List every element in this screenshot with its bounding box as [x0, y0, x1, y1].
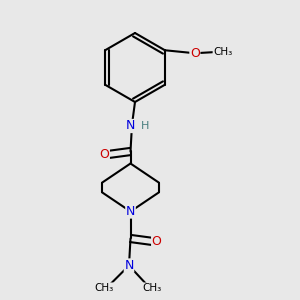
Text: O: O [152, 235, 161, 248]
Text: CH₃: CH₃ [213, 47, 232, 57]
Text: CH₃: CH₃ [95, 283, 114, 293]
Text: N: N [126, 205, 135, 218]
Text: O: O [190, 47, 200, 60]
Text: N: N [124, 259, 134, 272]
Text: N: N [126, 119, 135, 133]
Text: O: O [100, 148, 109, 161]
Text: CH₃: CH₃ [142, 283, 162, 293]
Text: H: H [141, 121, 150, 131]
